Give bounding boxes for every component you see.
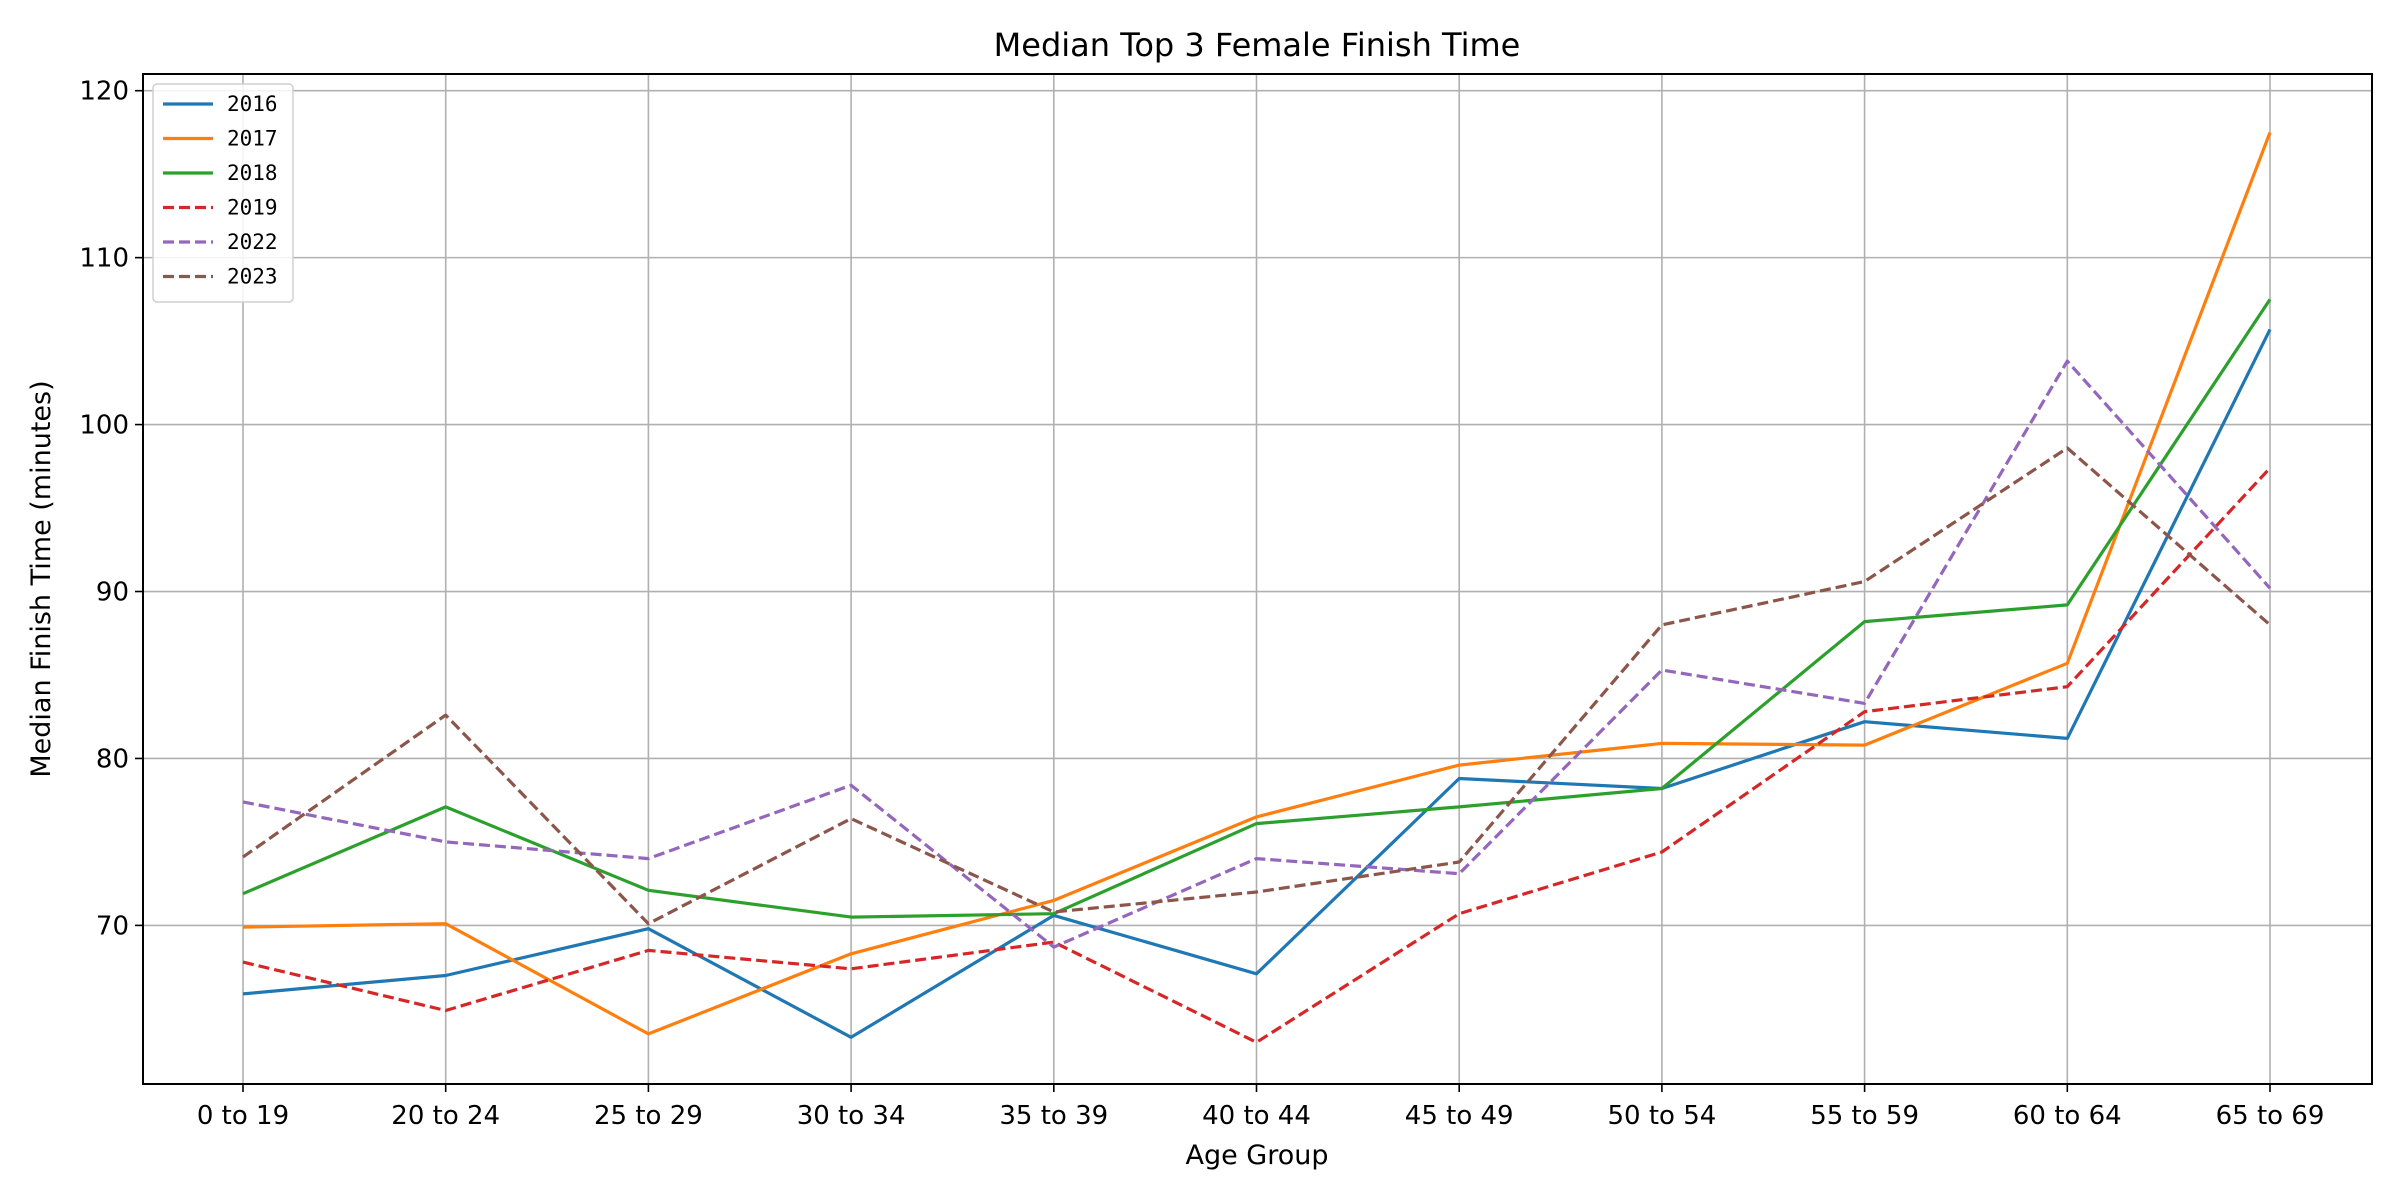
y-tick-label: 120: [79, 77, 129, 107]
legend-label-2022: 2022: [227, 230, 278, 254]
series-line-2018: [242, 298, 2272, 919]
series-lines: [242, 131, 2272, 1044]
legend-label-2023: 2023: [227, 265, 278, 289]
x-tick-label: 40 to 44: [1202, 1101, 1311, 1131]
y-tick-label: 110: [79, 244, 129, 274]
x-tick-label: 45 to 49: [1405, 1101, 1514, 1131]
x-tick-label: 55 to 59: [1810, 1101, 1919, 1131]
y-tick-label: 100: [79, 411, 129, 441]
x-tick-label: 30 to 34: [797, 1101, 906, 1131]
y-axis-label: Median Finish Time (minutes): [26, 380, 57, 777]
legend-label-2018: 2018: [227, 161, 278, 185]
legend-label-2019: 2019: [227, 196, 278, 220]
x-tick-label: 65 to 69: [2216, 1101, 2325, 1131]
x-axis-label: Age Group: [1185, 1140, 1328, 1171]
y-tick-label: 70: [96, 911, 129, 941]
x-tick-label: 20 to 24: [391, 1101, 500, 1131]
plot-area-frame: [142, 73, 2373, 1085]
series-line-2023: [242, 446, 2272, 926]
legend-label-2016: 2016: [227, 92, 278, 116]
y-tick-label: 80: [96, 744, 129, 774]
series-line-2017: [242, 131, 2272, 1036]
axis-ticks: 0 to 19 20 to 24 25 to 29 30 to 34 35 to 39 4…: [79, 77, 2324, 1131]
legend: 2016 2017 2018 2019 2022 2023: [152, 83, 294, 303]
series-line-2016: [242, 328, 2272, 1039]
legend-label-2017: 2017: [227, 127, 278, 151]
x-tick-label: 25 to 29: [594, 1101, 703, 1131]
chart-title: Median Top 3 Female Finish Time: [994, 26, 1521, 64]
x-tick-label: 35 to 39: [999, 1101, 1108, 1131]
x-tick-label: 60 to 64: [2013, 1101, 2122, 1131]
grid: [143, 74, 2372, 1084]
x-tick-label: 0 to 19: [197, 1101, 289, 1131]
y-tick-label: 90: [96, 578, 129, 608]
x-tick-label: 50 to 54: [1607, 1101, 1716, 1131]
